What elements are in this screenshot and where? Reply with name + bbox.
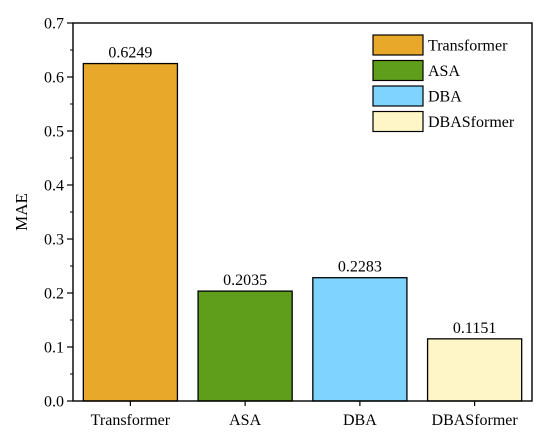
y-tick-label: 0.6	[44, 70, 64, 87]
x-axis-ticks: Transformer ASA DBA DBASformer	[91, 401, 519, 429]
legend-swatch	[372, 34, 424, 56]
y-axis-title: MAE	[12, 193, 31, 231]
bar	[82, 62, 179, 402]
value-labels: 0.6249 0.2035 0.2283 0.1151	[108, 45, 496, 337]
data-label: 0.1151	[453, 320, 496, 337]
y-tick-label: 0.4	[44, 178, 64, 195]
legend-label: ASA	[428, 63, 460, 80]
data-label: 0.6249	[108, 45, 152, 62]
plot-frame	[72, 22, 533, 402]
bar	[197, 290, 293, 402]
bar	[426, 338, 523, 402]
x-tick-label: Transformer	[91, 412, 171, 429]
y-tick-label: 0.2	[44, 286, 64, 303]
legend-swatch	[372, 110, 424, 133]
y-tick-label: 0.1	[44, 340, 64, 357]
x-tick-label: DBASformer	[432, 412, 519, 429]
x-tick-label: DBA	[343, 412, 377, 429]
y-tick-label: 0.7	[44, 16, 64, 33]
legend-label: DBA	[428, 89, 462, 106]
y-tick-label: 0.3	[44, 232, 64, 249]
legend-swatch	[372, 59, 424, 82]
y-tick-label: 0.5	[44, 124, 64, 141]
legend-label: Transformer	[428, 38, 508, 55]
legend: Transformer ASA DBA DBASformer	[372, 34, 515, 133]
bars	[82, 62, 523, 402]
legend-swatch	[372, 85, 424, 107]
y-tick-label: 0.0	[44, 394, 64, 411]
legend-label: DBASformer	[428, 114, 515, 131]
data-label: 0.2283	[338, 259, 382, 276]
y-axis-ticks: 0.0 0.1 0.2 0.3 0.4 0.5 0.6 0.7	[44, 16, 73, 411]
bar	[312, 277, 408, 402]
data-label: 0.2035	[223, 272, 267, 289]
x-tick-label: ASA	[229, 412, 261, 429]
